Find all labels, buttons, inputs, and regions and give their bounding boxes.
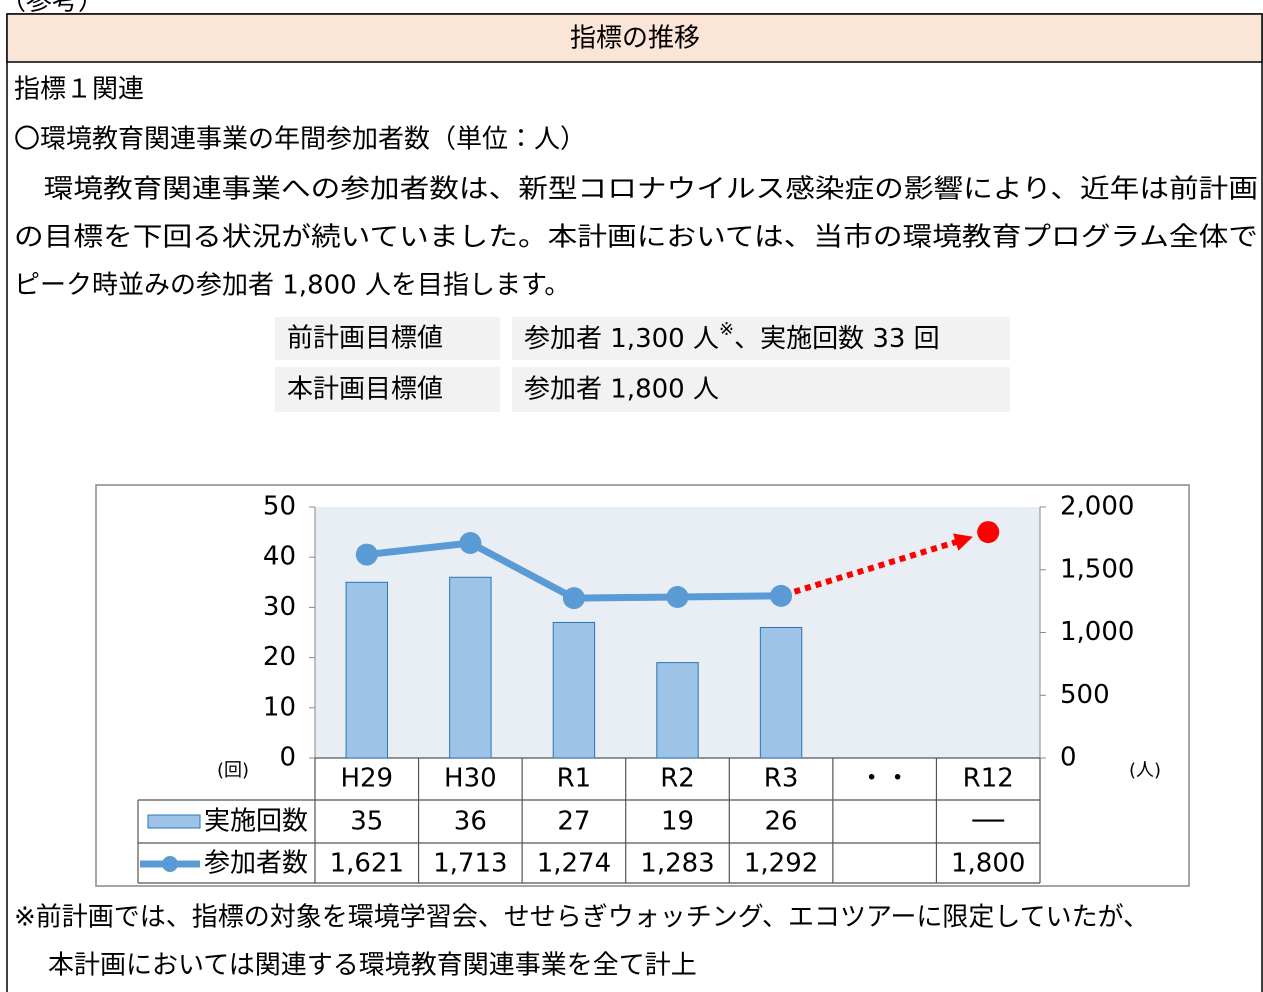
table-label: 前計画目標値 [287, 324, 443, 354]
table-text: 、実施回数 33 回 [734, 324, 940, 354]
page-label: （参考） [0, 0, 104, 17]
value-label: 1,292 [744, 849, 818, 879]
marker [459, 532, 482, 555]
footnote: 本計画においては関連する環境教育関連事業を全て計上 [48, 951, 697, 981]
table-cell [275, 317, 500, 360]
table-note: ※ [719, 319, 734, 340]
value-label: 1,283 [640, 849, 714, 879]
value-label: 1,800 [951, 849, 1025, 879]
y2-tick-label: 0 [1060, 743, 1077, 773]
value-label: 19 [661, 807, 694, 837]
footnote: ※前計画では、指標の対象を環境学習会、せせらぎウォッチング、エコツアーに限定して… [14, 903, 1149, 933]
y-tick-label: 40 [263, 542, 296, 572]
value-label: 27 [557, 807, 590, 837]
y-tick-label: 0 [279, 743, 296, 773]
x-tick-label: H29 [340, 764, 393, 794]
value-label: 1,274 [537, 849, 611, 879]
x-tick-label: R2 [660, 764, 695, 794]
table-cell [512, 317, 1010, 360]
y2-tick-label: 500 [1060, 680, 1110, 710]
x-tick-label: R12 [963, 764, 1014, 794]
y2-tick-label: 1,500 [1060, 554, 1134, 584]
y-tick-label: 50 [263, 492, 296, 522]
header-band [6, 13, 1263, 63]
value-label: 1,621 [330, 849, 404, 879]
table-value: 参加者 1,800 人 [524, 375, 719, 405]
table-label: 本計画目標値 [287, 375, 443, 405]
y2-tick-label: 1,000 [1060, 617, 1134, 647]
header-title: 指標の推移 [570, 24, 700, 54]
paragraph-line: ピーク時並みの参加者 1,800 人を目指します。 [14, 271, 570, 301]
table-cell [512, 367, 1010, 412]
bar [449, 576, 492, 759]
y-tick-label: 30 [263, 592, 296, 622]
marker [666, 585, 689, 608]
bar [656, 662, 699, 759]
value-label: 26 [765, 807, 798, 837]
marker [977, 521, 1000, 544]
legend-label: 参加者数 [204, 849, 308, 879]
y2-unit: (人) [1129, 760, 1161, 781]
marker [770, 584, 793, 607]
bar [552, 621, 596, 759]
subheading: 〇環境教育関連事業の年間参加者数（単位：人） [14, 125, 586, 155]
projection-arrow [953, 533, 973, 551]
paragraph-line: の目標を下回る状況が続いていました。本計画においては、当市の環境教育プログラム全… [14, 223, 1258, 253]
bar [759, 626, 803, 759]
heading: 指標１関連 [14, 75, 144, 105]
marker [562, 587, 585, 610]
value-label: 36 [454, 807, 487, 837]
y-unit: (回) [217, 760, 249, 781]
table-cell [275, 367, 500, 412]
y-tick-label: 20 [263, 642, 296, 672]
bar [345, 581, 389, 759]
x-tick-label: ・・ [859, 764, 911, 794]
x-tick-label: R3 [764, 764, 799, 794]
y2-tick-label: 2,000 [1060, 492, 1134, 522]
x-tick-label: R1 [557, 764, 592, 794]
value-label: 1,713 [433, 849, 507, 879]
value-label: 35 [350, 807, 383, 837]
projection-line [793, 538, 961, 595]
value-label: ── [972, 807, 1005, 837]
legend-swatch [147, 814, 201, 829]
marker [355, 543, 378, 566]
table-value: 参加者 1,300 人※、実施回数 33 回 [524, 319, 940, 354]
x-tick-label: H30 [444, 764, 497, 794]
paragraph-line: 環境教育関連事業への参加者数は、新型コロナウイルス感染症の影響により、近年は前計… [14, 175, 1258, 205]
legend-label: 実施回数 [204, 807, 308, 837]
legend-marker [162, 856, 178, 872]
table-text: 参加者 1,300 人 [524, 324, 719, 354]
y-tick-label: 10 [263, 692, 296, 722]
